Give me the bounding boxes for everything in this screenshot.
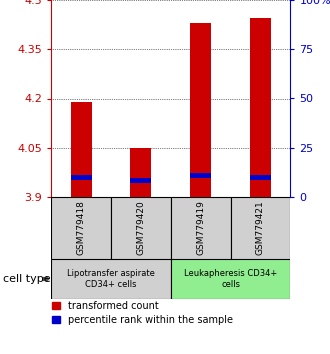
FancyBboxPatch shape [171,197,231,259]
Legend: transformed count, percentile rank within the sample: transformed count, percentile rank withi… [52,301,233,325]
Text: GSM779419: GSM779419 [196,201,205,256]
FancyBboxPatch shape [171,259,290,299]
Bar [250,18,271,197]
Text: Leukapheresis CD34+
cells: Leukapheresis CD34+ cells [184,269,277,289]
Text: Lipotransfer aspirate
CD34+ cells: Lipotransfer aspirate CD34+ cells [67,269,155,289]
Bar [71,102,91,197]
Bar [190,173,211,178]
FancyBboxPatch shape [51,259,171,299]
Bar [130,178,151,183]
Text: cell type: cell type [3,274,51,284]
FancyBboxPatch shape [111,197,171,259]
Bar [190,23,211,197]
Text: GSM779418: GSM779418 [77,201,85,256]
Bar [250,175,271,180]
Text: GSM779420: GSM779420 [136,201,146,255]
Bar [71,175,91,180]
FancyBboxPatch shape [231,197,290,259]
FancyBboxPatch shape [51,197,111,259]
Bar [130,148,151,197]
Text: GSM779421: GSM779421 [256,201,265,255]
